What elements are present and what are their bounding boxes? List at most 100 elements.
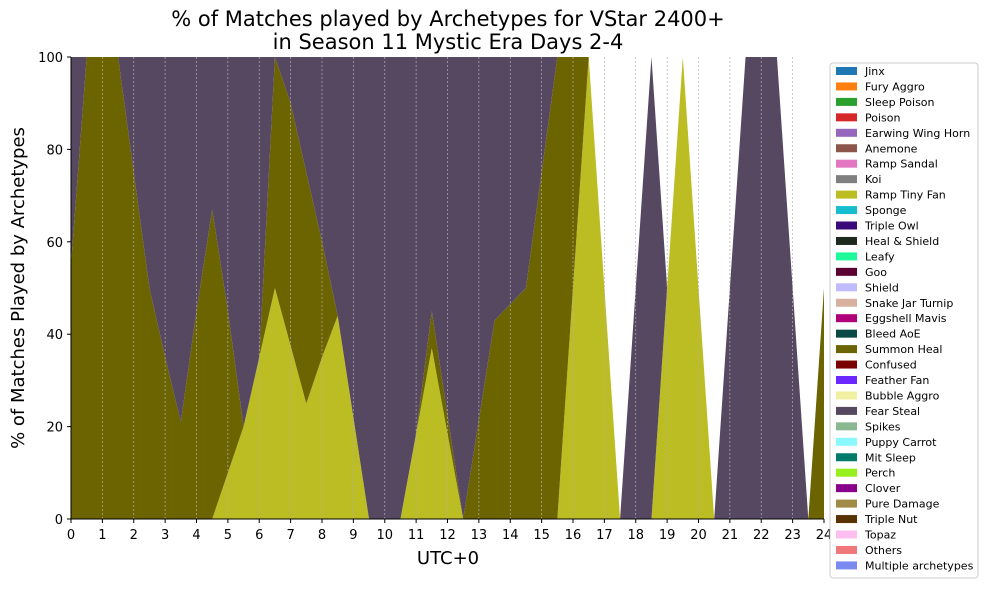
- legend-swatch-8: [836, 190, 857, 199]
- legend-label-20: Feather Fan: [865, 374, 929, 387]
- area-series-0: [71, 57, 824, 519]
- x-tick-label-4: 4: [192, 528, 200, 543]
- legend-swatch-25: [836, 453, 857, 462]
- x-tick-label-5: 5: [224, 528, 232, 543]
- x-tick-label-15: 15: [533, 528, 550, 543]
- y-tick-label-5: 100: [38, 51, 63, 66]
- legend-swatch-16: [836, 314, 857, 323]
- legend-frame: [829, 62, 979, 579]
- legend: Jinx Fury Aggro Sleep Poison Poison Earwing …: [829, 62, 979, 579]
- x-tick-label-3: 3: [161, 528, 169, 543]
- legend-swatch-13: [836, 267, 857, 276]
- legend-swatch-30: [836, 530, 857, 539]
- legend-swatch-19: [836, 360, 857, 369]
- legend-label-18: Summon Heal: [865, 343, 942, 356]
- legend-label-16: Eggshell Mavis: [865, 312, 947, 325]
- x-axis-ticks: 0 1 2 3 4 5 6 7 8 9 10 11 12 13 14 15 16 17 18 19 20 21 22 23 24: [67, 519, 832, 543]
- x-tick-label-24: 24: [816, 528, 833, 543]
- legend-label-26: Perch: [865, 467, 895, 480]
- area-series-2: [71, 57, 824, 519]
- legend-swatch-4: [836, 128, 857, 137]
- legend-label-29: Triple Nut: [864, 513, 918, 526]
- x-tick-label-16: 16: [565, 528, 582, 543]
- x-axis-label: UTC+0: [417, 548, 479, 569]
- legend-label-10: Triple Owl: [864, 220, 919, 233]
- y-axis-ticks: 0 20 40 60 80 100: [38, 51, 71, 528]
- legend-label-28: Pure Damage: [865, 498, 940, 511]
- grid-lines: [102, 57, 793, 519]
- x-tick-label-17: 17: [596, 528, 613, 543]
- legend-swatch-12: [836, 252, 857, 261]
- legend-swatch-27: [836, 484, 857, 493]
- legend-label-2: Sleep Poison: [865, 96, 935, 109]
- x-tick-label-14: 14: [502, 528, 519, 543]
- y-tick-label-3: 60: [46, 236, 63, 251]
- legend-label-24: Puppy Carrot: [865, 436, 937, 449]
- x-tick-label-19: 19: [659, 528, 676, 543]
- legend-swatch-21: [836, 391, 857, 400]
- legend-label-12: Leafy: [865, 250, 895, 263]
- legend-label-32: Multiple archetypes: [865, 559, 974, 572]
- legend-label-3: Poison: [865, 111, 900, 124]
- legend-label-23: Spikes: [865, 420, 901, 433]
- legend-label-21: Bubble Aggro: [865, 389, 940, 402]
- legend-label-17: Bleed AoE: [865, 328, 921, 341]
- x-tick-label-20: 20: [690, 528, 707, 543]
- legend-label-30: Topaz: [864, 529, 896, 542]
- legend-label-1: Fury Aggro: [865, 80, 925, 93]
- legend-swatch-24: [836, 437, 857, 446]
- legend-label-9: Sponge: [865, 204, 907, 217]
- legend-label-11: Heal & Shield: [865, 235, 939, 248]
- legend-swatch-7: [836, 175, 857, 184]
- legend-swatch-9: [836, 206, 857, 215]
- legend-swatch-20: [836, 376, 857, 384]
- legend-swatch-10: [836, 221, 857, 230]
- x-tick-label-6: 6: [255, 528, 263, 543]
- x-tick-label-1: 1: [98, 528, 106, 543]
- legend-swatch-26: [836, 468, 857, 477]
- x-tick-label-18: 18: [627, 528, 644, 543]
- legend-label-13: Goo: [865, 266, 887, 279]
- legend-swatch-29: [836, 515, 857, 524]
- legend-label-7: Koi: [865, 173, 881, 186]
- x-tick-label-9: 9: [349, 528, 357, 543]
- legend-swatch-14: [836, 283, 857, 292]
- x-tick-label-2: 2: [130, 528, 138, 543]
- legend-swatch-17: [836, 329, 857, 338]
- legend-swatch-3: [836, 113, 857, 122]
- legend-label-25: Mit Sleep: [865, 451, 916, 464]
- legend-label-6: Ramp Sandal: [865, 158, 938, 171]
- x-tick-label-23: 23: [784, 528, 801, 543]
- chart-title-line-1: % of Matches played by Archetypes for VS…: [171, 7, 725, 31]
- legend-label-5: Anemone: [865, 142, 918, 155]
- legend-swatch-2: [836, 97, 857, 106]
- legend-label-14: Shield: [865, 281, 899, 294]
- x-tick-label-22: 22: [753, 528, 770, 543]
- legend-swatch-5: [836, 144, 857, 153]
- legend-swatch-31: [836, 545, 857, 554]
- y-tick-label-1: 20: [46, 421, 63, 436]
- y-tick-label-2: 40: [46, 328, 63, 343]
- legend-swatch-23: [836, 422, 857, 431]
- legend-label-19: Confused: [865, 359, 917, 372]
- legend-swatch-1: [836, 82, 857, 91]
- legend-swatch-11: [836, 236, 857, 245]
- y-tick-label-4: 80: [46, 143, 63, 158]
- x-tick-label-11: 11: [408, 528, 425, 543]
- legend-swatch-6: [836, 159, 857, 168]
- x-tick-label-0: 0: [67, 528, 75, 543]
- legend-label-22: Fear Steal: [865, 405, 920, 418]
- x-tick-label-12: 12: [439, 528, 456, 543]
- x-tick-label-8: 8: [318, 528, 326, 543]
- x-tick-label-10: 10: [376, 528, 393, 543]
- legend-label-27: Clover: [865, 482, 901, 495]
- legend-label-4: Earwing Wing Horn: [865, 127, 970, 140]
- legend-swatch-0: [836, 67, 857, 75]
- x-tick-label-7: 7: [286, 528, 294, 543]
- y-axis-label: % of Matches Played by Archetypes: [8, 127, 29, 449]
- legend-swatch-28: [836, 499, 857, 508]
- legend-swatch-18: [836, 345, 857, 354]
- y-tick-label-0: 0: [55, 513, 63, 528]
